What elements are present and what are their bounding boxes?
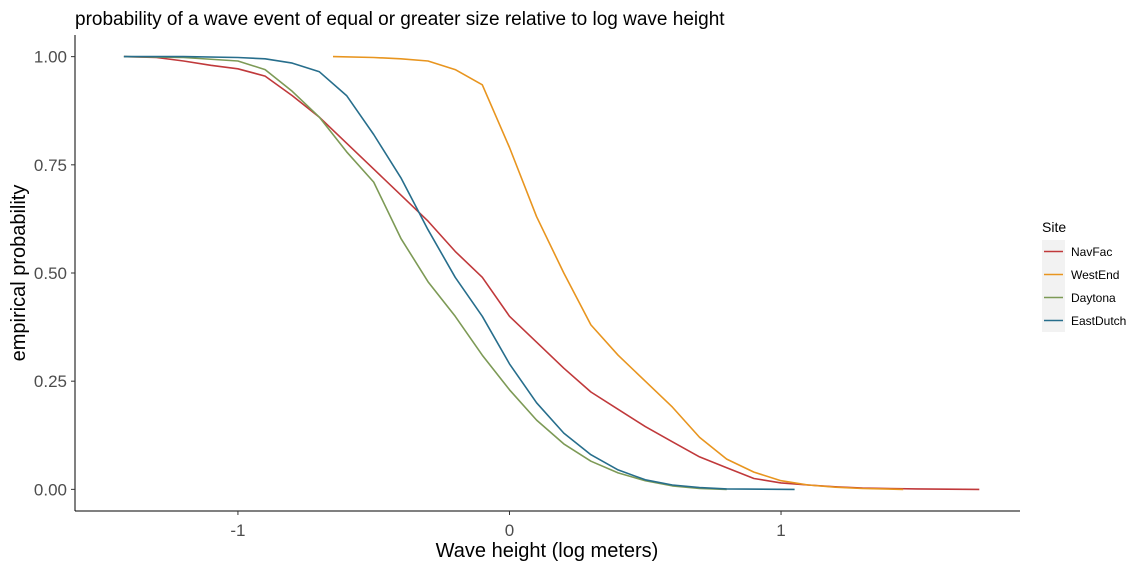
y-tick-label: 0.00 (34, 480, 67, 499)
series-line-eastdutch (123, 55, 795, 491)
x-tick-label: 0 (505, 521, 514, 540)
y-tick-label: 0.75 (34, 156, 67, 175)
legend-label-daytona: Daytona (1071, 291, 1116, 305)
series-line-navfac (123, 55, 980, 491)
legend-title: Site (1042, 219, 1066, 235)
x-axis-title: Wave height (log meters) (436, 540, 659, 562)
y-tick-label: 1.00 (34, 48, 67, 67)
chart-title: probability of a wave event of equal or … (75, 9, 725, 30)
legend-label-navfac: NavFac (1071, 245, 1112, 259)
plot-area (123, 55, 980, 491)
y-tick-label: 0.50 (34, 264, 67, 283)
x-tick-label: 1 (776, 521, 785, 540)
x-axis: -1 0 1 (75, 510, 1020, 540)
x-tick-label: -1 (230, 521, 245, 540)
legend-label-westend: WestEnd (1071, 268, 1119, 282)
series-line-daytona (123, 55, 727, 491)
y-axis-title: empirical probability (8, 185, 30, 362)
legend: Site NavFac WestEnd Daytona EastDutch (1042, 219, 1126, 332)
y-tick-label: 0.25 (34, 372, 67, 391)
legend-label-eastdutch: EastDutch (1071, 314, 1126, 328)
series-line-westend (332, 55, 904, 491)
y-axis: 0.00 0.25 0.50 0.75 1.00 (34, 35, 76, 511)
